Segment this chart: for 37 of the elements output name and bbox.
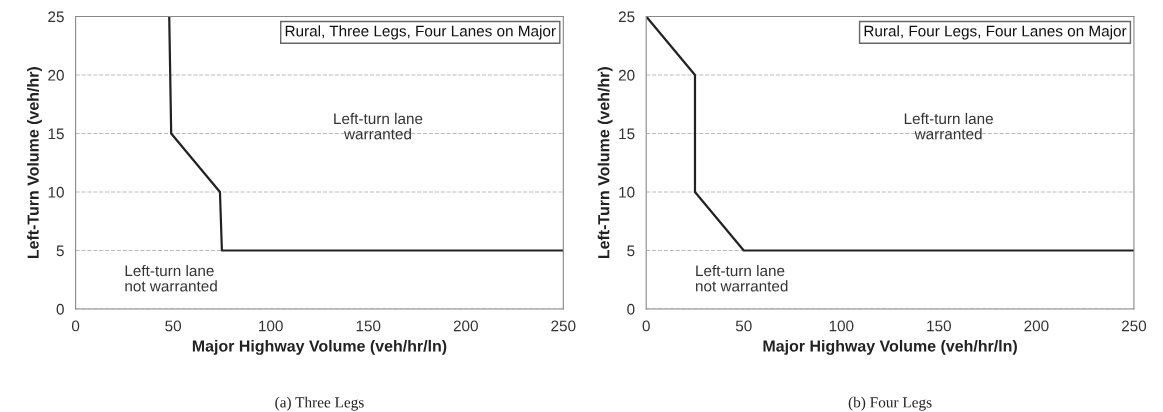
- x-tick-label: 50: [735, 320, 752, 332]
- x-tick-label: 0: [642, 320, 650, 332]
- y-tick-label: 5: [627, 245, 635, 257]
- x-axis-title: Major Highway Volume (veh/hr/ln): [763, 339, 1017, 355]
- x-tick-label: 100: [259, 320, 283, 332]
- x-tick-label: 150: [356, 320, 381, 332]
- y-tick-label: 15: [619, 128, 635, 140]
- x-tick-label: 200: [1024, 320, 1049, 332]
- text: (a) Three Legs: [275, 396, 364, 411]
- x-tick-label: 100: [829, 320, 854, 332]
- x-tick-label: 250: [551, 320, 576, 332]
- x-tick-label: 150: [927, 320, 951, 332]
- y-tick-label: 10: [48, 186, 64, 198]
- y-tick-label: 5: [56, 245, 64, 257]
- y-tick-label: 25: [618, 11, 635, 23]
- text: (b) Four Legs: [848, 396, 932, 411]
- x-tick-label: 50: [165, 320, 182, 332]
- x-tick-label: 250: [1121, 320, 1147, 332]
- x-tick-label: 200: [453, 320, 478, 332]
- annotation: Left-turn lane not warranted: [696, 264, 788, 292]
- x-axis-title: Major Highway Volume (veh/hr/ln): [192, 339, 447, 355]
- text: Rural, Four Legs, Four Lanes on Major: [864, 25, 1127, 40]
- line-series: [168, 16, 564, 252]
- y-tick-label: 25: [48, 11, 64, 23]
- y-tick-label: 20: [48, 69, 64, 81]
- y-tick-label: 20: [618, 69, 635, 81]
- annotation: Left-turn lane warranted: [334, 112, 423, 140]
- y-axis-title: Left-Turn Volume (veh/hr): [27, 67, 42, 259]
- y-tick-label: 0: [627, 303, 635, 315]
- x-tick-label: 0: [71, 320, 80, 332]
- y-axis-title: Left-Turn Volume (veh/hr): [597, 67, 613, 259]
- y-tick-label: 0: [56, 303, 64, 315]
- text: Rural, Three Legs, Four Lanes on Major: [285, 25, 556, 40]
- annotation: Left-turn lane not warranted: [125, 264, 217, 292]
- y-tick-label: 10: [619, 186, 635, 198]
- y-tick-label: 15: [48, 128, 64, 140]
- annotation: Left-turn lane warranted: [904, 112, 993, 140]
